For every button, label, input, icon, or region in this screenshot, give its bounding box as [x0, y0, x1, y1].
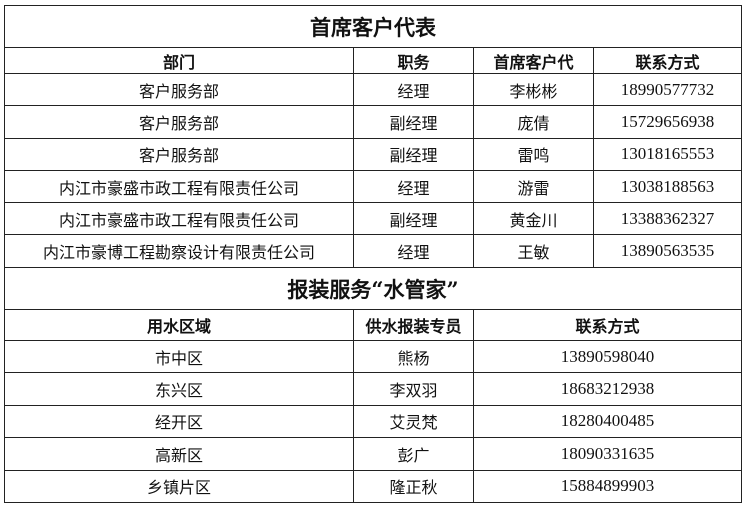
table-cell: 副经理	[353, 137, 474, 171]
table-cell: 18280400485	[473, 404, 742, 439]
table-cell: 客户服务部	[4, 72, 354, 107]
table-cell: 18090331635	[473, 437, 742, 471]
table-cell: 副经理	[353, 105, 474, 139]
table-row: 高新区 彭广 18090331635	[4, 437, 742, 471]
table-cell: 东兴区	[4, 372, 354, 406]
table-row: 东兴区 李双羽 18683212938	[4, 372, 742, 406]
table-cell: 王敏	[473, 234, 594, 268]
table-cell: 客户服务部	[4, 137, 354, 171]
table-cell: 13018165553	[593, 137, 742, 171]
table-cell: 经理	[353, 234, 474, 268]
table-cell: 内江市豪盛市政工程有限责任公司	[4, 202, 354, 236]
table-cell: 彭广	[353, 437, 474, 471]
section-title: 报装服务“水管家”	[4, 267, 742, 310]
table-row: 市中区 熊杨 13890598040	[4, 339, 742, 374]
column-header: 联系方式	[593, 47, 742, 74]
table-row: 经开区 艾灵梵 18280400485	[4, 404, 742, 439]
column-header: 供水报装专员	[353, 309, 474, 341]
table-cell: 熊杨	[353, 339, 474, 374]
table-row: 内江市豪盛市政工程有限责任公司 副经理 黄金川 13388362327	[4, 202, 742, 236]
table-row: 客户服务部 副经理 雷鸣 13018165553	[4, 137, 742, 171]
column-header: 用水区域	[4, 309, 354, 341]
water-service-table: 报装服务“水管家” 用水区域 供水报装专员 联系方式 市中区 熊杨 13890598…	[4, 267, 742, 503]
table-cell: 庞倩	[473, 105, 594, 139]
column-header: 部门	[4, 47, 354, 74]
table-cell: 游雷	[473, 169, 594, 204]
header-row: 部门 职务 首席客户代 联系方式	[4, 47, 742, 74]
table-cell: 13890598040	[473, 339, 742, 374]
table-cell: 乡镇片区	[4, 469, 354, 503]
column-header: 联系方式	[473, 309, 742, 341]
table-cell: 18990577732	[593, 72, 742, 107]
table-row: 乡镇片区 隆正秋 15884899903	[4, 469, 742, 503]
table-cell: 副经理	[353, 202, 474, 236]
table-cell: 经开区	[4, 404, 354, 439]
table-cell: 雷鸣	[473, 137, 594, 171]
table-cell: 高新区	[4, 437, 354, 471]
table-cell: 艾灵梵	[353, 404, 474, 439]
table-row: 客户服务部 副经理 庞倩 15729656938	[4, 105, 742, 139]
table-cell: 隆正秋	[353, 469, 474, 503]
table-cell: 18683212938	[473, 372, 742, 406]
chief-customer-rep-table: 首席客户代表 部门 职务 首席客户代 联系方式 客户服务部 经理 李彬彬 189905…	[4, 5, 742, 268]
table-cell: 13388362327	[593, 202, 742, 236]
table-cell: 市中区	[4, 339, 354, 374]
table-cell: 李双羽	[353, 372, 474, 406]
table-cell: 内江市豪博工程勘察设计有限责任公司	[4, 234, 354, 268]
header-row: 用水区域 供水报装专员 联系方式	[4, 309, 742, 341]
column-header: 首席客户代	[473, 47, 594, 74]
table-cell: 经理	[353, 169, 474, 204]
table-row: 内江市豪盛市政工程有限责任公司 经理 游雷 13038188563	[4, 169, 742, 204]
table-cell: 经理	[353, 72, 474, 107]
section-title: 首席客户代表	[4, 5, 742, 48]
table-cell: 15729656938	[593, 105, 742, 139]
table-cell: 内江市豪盛市政工程有限责任公司	[4, 169, 354, 204]
table-cell: 13890563535	[593, 234, 742, 268]
table-row: 客户服务部 经理 李彬彬 18990577732	[4, 72, 742, 107]
table-cell: 客户服务部	[4, 105, 354, 139]
column-header: 职务	[353, 47, 474, 74]
table-cell: 13038188563	[593, 169, 742, 204]
table-row: 内江市豪博工程勘察设计有限责任公司 经理 王敏 13890563535	[4, 234, 742, 268]
table-cell: 15884899903	[473, 469, 742, 503]
table-cell: 李彬彬	[473, 72, 594, 107]
table-cell: 黄金川	[473, 202, 594, 236]
